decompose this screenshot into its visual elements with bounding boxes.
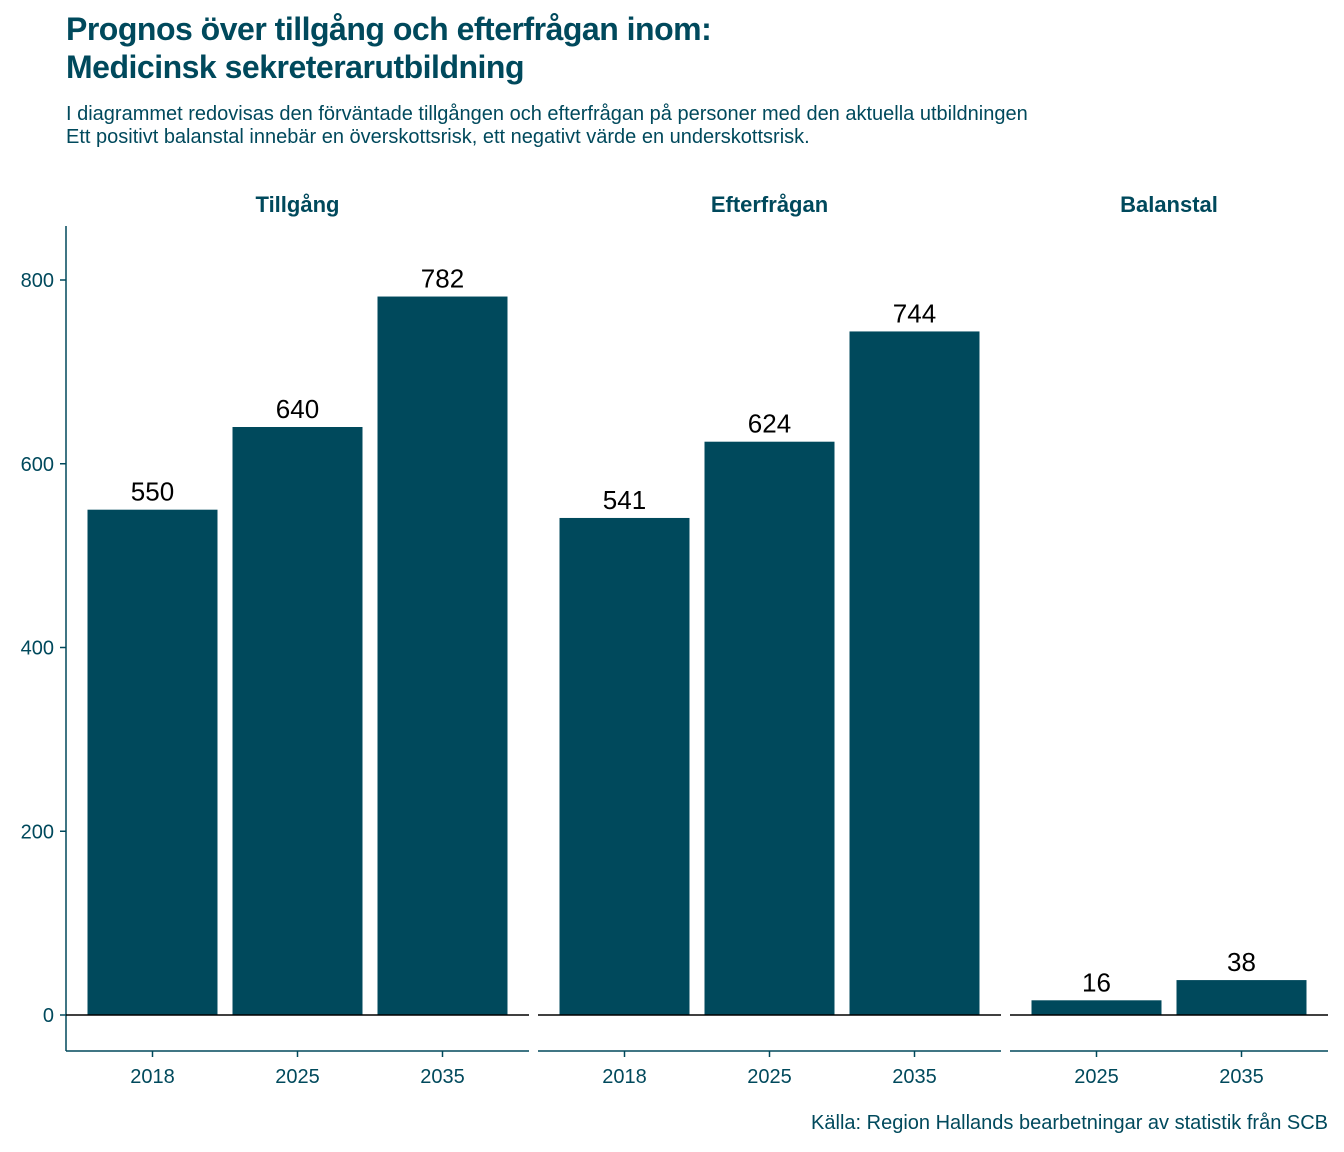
facet-title: Balanstal: [1120, 192, 1218, 217]
y-tick-label: 800: [21, 270, 54, 292]
x-tick-label: 2035: [892, 1066, 937, 1088]
x-tick-label: 2025: [275, 1066, 320, 1088]
chart-caption: Källa: Region Hallands bearbetningar av …: [811, 1112, 1328, 1134]
y-tick-label: 600: [21, 454, 54, 476]
data-label: 640: [276, 394, 319, 424]
chart-title-line-2: Medicinsk sekreterarutbildning: [66, 49, 525, 85]
bar: [87, 509, 218, 1015]
chart-subtitle-line-2: Ett positivt balanstal innebär en översk…: [66, 126, 810, 148]
x-tick-label: 2018: [130, 1066, 175, 1088]
data-label: 541: [603, 485, 646, 515]
data-label: 16: [1082, 967, 1111, 997]
bar: [1176, 980, 1307, 1015]
chart-title: Prognos över tillgång och efterfrågan in…: [66, 10, 712, 86]
y-tick-label: 200: [21, 821, 54, 843]
data-label: 782: [421, 264, 464, 294]
bar: [704, 441, 835, 1015]
x-tick-label: 2018: [602, 1066, 647, 1088]
x-tick-label: 2025: [1074, 1066, 1119, 1088]
data-label: 744: [893, 298, 936, 328]
y-tick-label: 400: [21, 638, 54, 660]
y-tick-label: 0: [43, 1005, 54, 1027]
bar: [1031, 1000, 1162, 1015]
data-label: 550: [131, 477, 174, 507]
data-label: 38: [1227, 947, 1256, 977]
chart-title-line-1: Prognos över tillgång och efterfrågan in…: [66, 11, 712, 47]
bar: [559, 517, 690, 1015]
bar: [232, 427, 363, 1015]
chart-subtitle-line-1: I diagrammet redovisas den förväntade ti…: [66, 103, 1028, 125]
data-label: 624: [748, 409, 791, 439]
facet-title: Efterfrågan: [711, 192, 828, 217]
facet-title: Tillgång: [256, 192, 340, 217]
bar: [849, 331, 980, 1015]
chart-subtitle: I diagrammet redovisas den förväntade ti…: [66, 103, 1028, 149]
bar: [377, 296, 508, 1016]
x-tick-label: 2035: [1219, 1066, 1264, 1088]
x-tick-label: 2035: [420, 1066, 465, 1088]
x-tick-label: 2025: [747, 1066, 792, 1088]
